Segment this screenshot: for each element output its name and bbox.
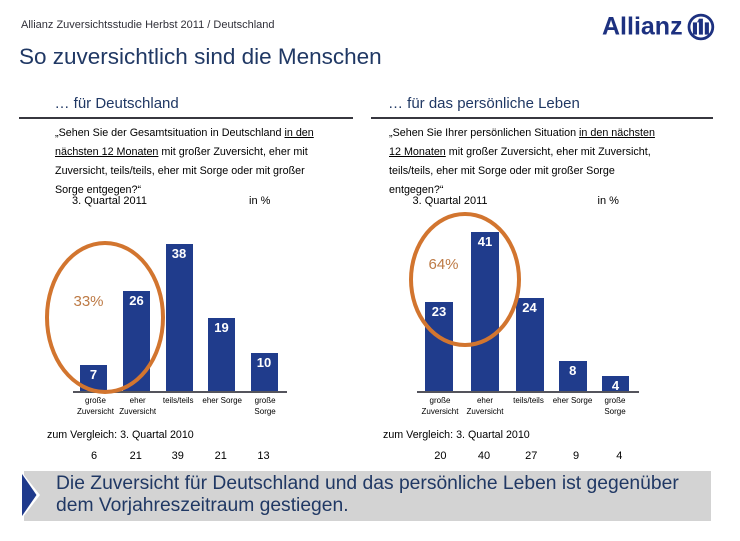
svg-text:Allianz: Allianz (602, 12, 683, 40)
